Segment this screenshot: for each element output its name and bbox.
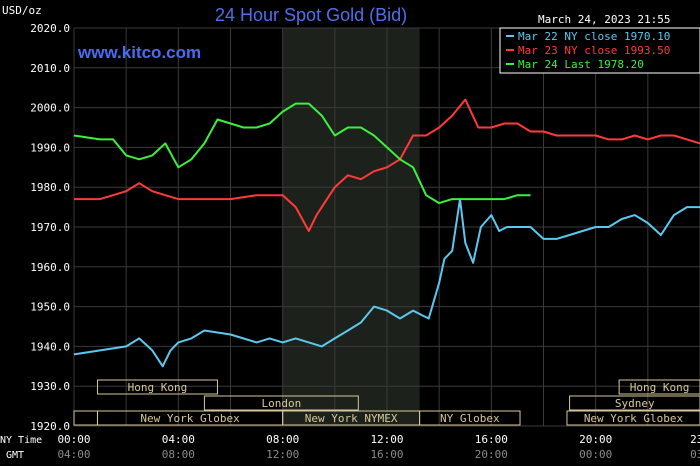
y-ticks: 2020.0 2010.0 2000.0 1990.0 1980.0 1970.0 1960… bbox=[30, 22, 70, 433]
legend-entry: Mar 22 NY close 1970.10 bbox=[518, 30, 670, 43]
x-tick-gmt: 04:00 bbox=[57, 448, 90, 461]
x-tick-gmt: 16:00 bbox=[370, 448, 403, 461]
y-tick-label: 2000.0 bbox=[30, 102, 70, 115]
session-label: NY Globex bbox=[440, 412, 500, 425]
x-tick-ny: 23: bbox=[690, 433, 700, 446]
y-tick-label: 2020.0 bbox=[30, 22, 70, 35]
y-tick-label: 1940.0 bbox=[30, 340, 70, 353]
x-tick-gmt: 20:00 bbox=[475, 448, 508, 461]
x-tick-gmt: 03: bbox=[690, 448, 700, 461]
session-label: New York Globex bbox=[140, 412, 240, 425]
session-band bbox=[96, 379, 218, 395]
y-tick-label: 1920.0 bbox=[30, 420, 70, 433]
session-label: Hong Kong bbox=[630, 381, 690, 394]
x-tick-ny: 12:00 bbox=[370, 433, 403, 446]
x-tick-ny: 08:00 bbox=[266, 433, 299, 446]
y-tick-label: 1980.0 bbox=[30, 181, 70, 194]
y-tick-label: 1950.0 bbox=[30, 301, 70, 314]
x-tick-ny: 00:00 bbox=[57, 433, 90, 446]
x-tick-ny: 16:00 bbox=[475, 433, 508, 446]
watermark: www.kitco.com bbox=[77, 43, 201, 62]
series-line-2 bbox=[74, 98, 700, 232]
x-tick-gmt: 12:00 bbox=[266, 448, 299, 461]
session-bands: Hong Kong Hong Kong London Sydney New York G… bbox=[73, 379, 700, 426]
session-label: Sydney bbox=[615, 397, 655, 410]
x-tick-ny: 04:00 bbox=[162, 433, 195, 446]
series-line-3 bbox=[73, 102, 531, 205]
x-axis-ny-label: NY Time bbox=[0, 435, 42, 446]
x-tick-gmt: 08:00 bbox=[162, 448, 195, 461]
chart-title: 24 Hour Spot Gold (Bid) bbox=[215, 5, 407, 25]
y-axis-unit: USD/oz bbox=[2, 4, 42, 17]
session-label: New York Globex bbox=[584, 412, 684, 425]
session-band bbox=[419, 410, 521, 426]
session-band bbox=[203, 395, 359, 411]
legend-entry: Mar 24 Last 1978.20 bbox=[518, 58, 644, 71]
y-tick-label: 1970.0 bbox=[30, 221, 70, 234]
session-label: London bbox=[261, 397, 301, 410]
x-ticks: 00:00 04:00 08:00 12:00 16:00 20:00 23: 04:00 08… bbox=[57, 433, 700, 461]
legend-box bbox=[499, 27, 700, 74]
series-lines bbox=[73, 98, 700, 368]
timestamp: March 24, 2023 21:55 bbox=[538, 13, 670, 26]
y-tick-label: 1930.0 bbox=[30, 380, 70, 393]
y-tick-label: 1990.0 bbox=[30, 141, 70, 154]
series-line-1 bbox=[73, 198, 700, 368]
x-tick-gmt: 00:00 bbox=[579, 448, 612, 461]
y-tick-label: 2010.0 bbox=[30, 62, 70, 75]
x-tick-ny: 20:00 bbox=[579, 433, 612, 446]
session-label: New York NYMEX bbox=[305, 412, 398, 425]
y-tick-label: 1960.0 bbox=[30, 261, 70, 274]
x-axis-gmt-label: GMT bbox=[6, 450, 24, 461]
legend-entry: Mar 23 NY close 1993.50 bbox=[518, 44, 670, 57]
session-label: Hong Kong bbox=[128, 381, 188, 394]
